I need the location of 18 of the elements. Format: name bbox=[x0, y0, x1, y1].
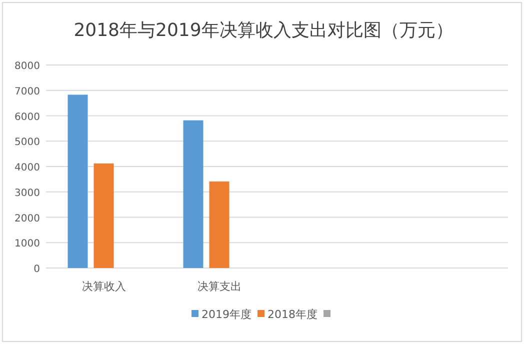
legend-label: 2019年度 bbox=[202, 308, 252, 321]
y-tick-label: 5000 bbox=[14, 137, 40, 148]
bar bbox=[209, 181, 230, 268]
y-tick-label: 4000 bbox=[14, 162, 40, 174]
legend-label: 2018年度 bbox=[268, 308, 318, 321]
x-tick-label: 决算收入 bbox=[82, 280, 126, 293]
chart-title: 2018年与2019年决算收入支出对比图（万元） bbox=[74, 20, 454, 41]
y-tick-label: 6000 bbox=[14, 112, 40, 123]
y-tick-label: 1000 bbox=[14, 238, 40, 250]
y-tick-label: 8000 bbox=[14, 61, 40, 72]
y-tick-label: 0 bbox=[34, 264, 40, 275]
y-tick-label: 3000 bbox=[14, 188, 40, 199]
x-tick-label: 决算支出 bbox=[197, 280, 242, 293]
y-tick-label: 7000 bbox=[14, 86, 40, 98]
y-tick-label: 2000 bbox=[14, 213, 40, 224]
bar bbox=[183, 120, 204, 268]
bar bbox=[68, 94, 88, 268]
bar bbox=[94, 163, 114, 268]
